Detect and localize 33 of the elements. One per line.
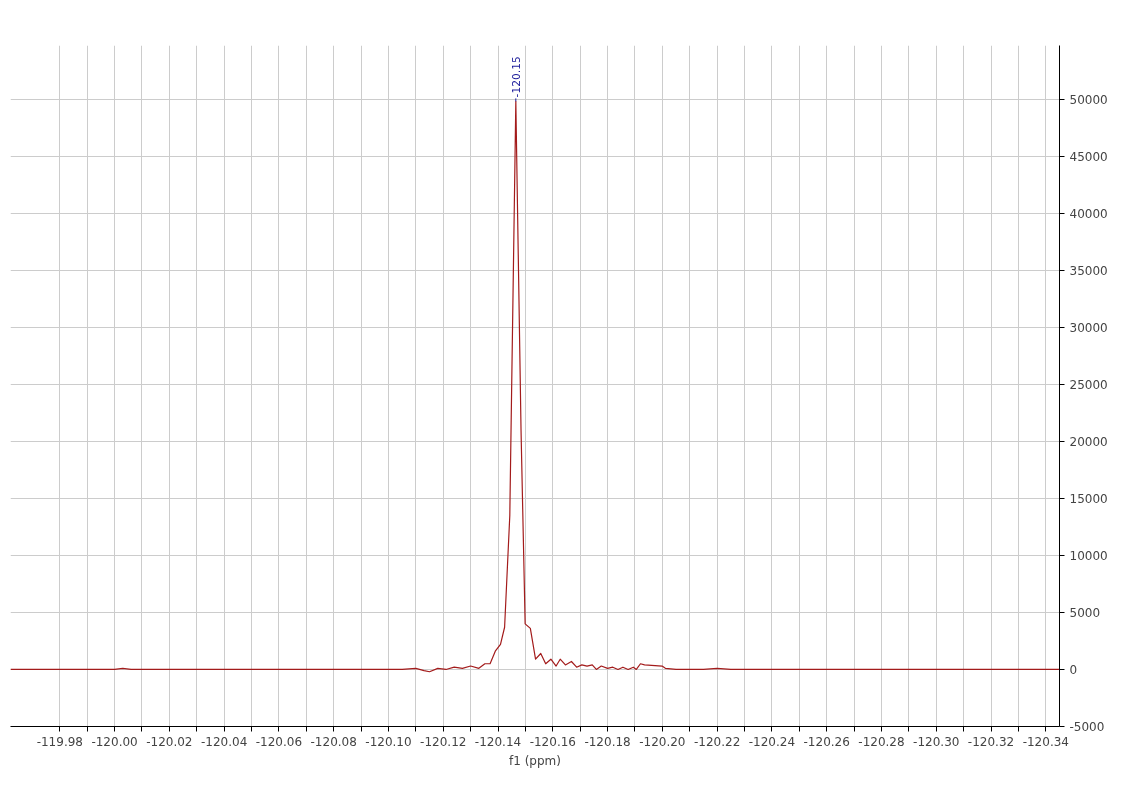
y-tick-label: 50000 (1069, 92, 1108, 107)
x-tick-label: -120.04 (200, 734, 248, 749)
y-tick-label: 25000 (1069, 377, 1108, 392)
x-tick-label: -120.32 (967, 734, 1015, 749)
y-tick-label: 45000 (1069, 149, 1108, 164)
x-tick-label: -120.16 (529, 734, 576, 749)
x-tick-label: -120.24 (748, 734, 796, 749)
x-tick-label: -120.26 (803, 734, 850, 749)
y-tick-label: 10000 (1069, 548, 1108, 563)
x-tick-label: -120.30 (913, 734, 960, 749)
x-tick-label: -120.08 (310, 734, 357, 749)
x-tick-label: -120.34 (1022, 734, 1069, 749)
y-tick-label: 15000 (1069, 491, 1108, 506)
x-tick-label: -120.22 (693, 734, 741, 749)
x-tick-label: -120.14 (474, 734, 522, 749)
x-tick-label: -119.98 (36, 734, 83, 749)
x-tick-label: -120.18 (584, 734, 631, 749)
x-tick-label: -120.02 (146, 734, 193, 749)
x-tick-label: -120.06 (255, 734, 303, 749)
y-tick-label: 5000 (1069, 605, 1101, 620)
x-tick-label: -120.00 (91, 734, 138, 749)
y-tick-label: -5000 (1069, 720, 1105, 734)
annotation: -120.15 (509, 56, 523, 98)
x-tick-label: -120.12 (420, 734, 467, 749)
x-tick-label: -120.10 (365, 734, 412, 749)
x-tick-label: -120.28 (858, 734, 905, 749)
y-tick-label: 30000 (1069, 320, 1108, 335)
y-tick-label: 40000 (1069, 206, 1108, 221)
x-tick-label: -120.20 (639, 734, 686, 749)
y-tick-label: 35000 (1069, 263, 1108, 278)
x-axis-title: f1 (ppm) (509, 753, 561, 768)
y-tick-label: 20000 (1069, 434, 1108, 449)
y-tick-label: 0 (1069, 662, 1078, 677)
